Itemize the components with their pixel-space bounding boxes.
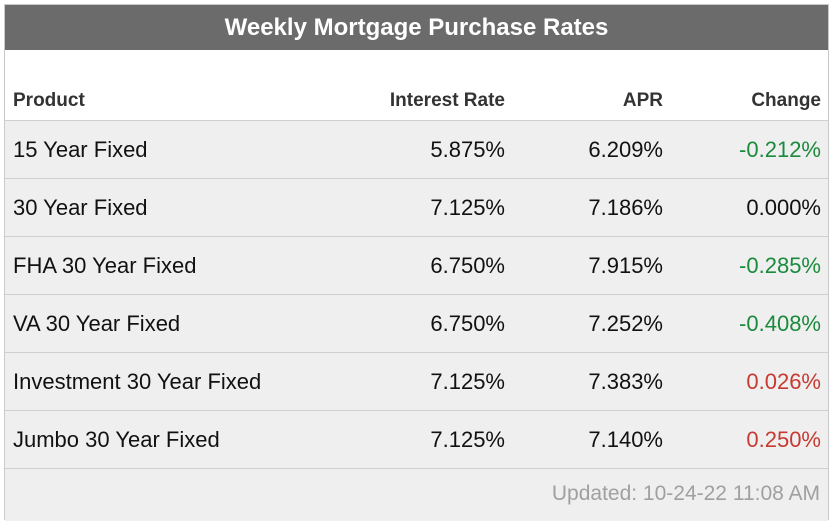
- widget-footer: Updated: 10-24-22 11:08 AM: [5, 469, 828, 521]
- table-header: Product Interest Rate APR Change: [5, 50, 828, 121]
- updated-timestamp: Updated: 10-24-22 11:08 AM: [551, 482, 820, 505]
- table-row: VA 30 Year Fixed 6.750% 7.252% -0.408%: [5, 295, 828, 353]
- apr-value: 6.209%: [588, 137, 663, 162]
- column-header-interest-rate: Interest Rate: [389, 90, 505, 111]
- apr-value: 7.140%: [588, 427, 663, 452]
- column-header-product: Product: [13, 90, 85, 111]
- column-header-change: Change: [751, 90, 821, 111]
- table-row: 15 Year Fixed 5.875% 6.209% -0.212%: [5, 121, 828, 179]
- apr-value: 7.915%: [588, 253, 663, 278]
- product-name: FHA 30 Year Fixed: [13, 253, 197, 278]
- product-name: Investment 30 Year Fixed: [13, 369, 262, 394]
- apr-value: 7.252%: [588, 311, 663, 336]
- product-name: Jumbo 30 Year Fixed: [13, 427, 220, 452]
- apr-value: 7.186%: [588, 195, 663, 220]
- table-row: FHA 30 Year Fixed 6.750% 7.915% -0.285%: [5, 237, 828, 295]
- interest-rate-value: 5.875%: [430, 137, 505, 162]
- product-name: 30 Year Fixed: [13, 195, 148, 220]
- change-value: -0.285%: [739, 253, 821, 278]
- change-value: 0.000%: [746, 195, 821, 220]
- change-value: -0.212%: [739, 137, 821, 162]
- table-row: 30 Year Fixed 7.125% 7.186% 0.000%: [5, 179, 828, 237]
- interest-rate-value: 7.125%: [430, 427, 505, 452]
- change-value: -0.408%: [739, 311, 821, 336]
- table-row: Jumbo 30 Year Fixed 7.125% 7.140% 0.250%: [5, 411, 828, 469]
- product-name: 15 Year Fixed: [13, 137, 148, 162]
- apr-value: 7.383%: [588, 369, 663, 394]
- mortgage-rates-widget: Weekly Mortgage Purchase Rates Product I…: [4, 4, 829, 521]
- change-value: 0.026%: [746, 369, 821, 394]
- product-name: VA 30 Year Fixed: [13, 311, 181, 336]
- interest-rate-value: 7.125%: [430, 195, 505, 220]
- widget-title: Weekly Mortgage Purchase Rates: [5, 5, 828, 50]
- table-row: Investment 30 Year Fixed 7.125% 7.383% 0…: [5, 353, 828, 411]
- interest-rate-value: 7.125%: [430, 369, 505, 394]
- change-value: 0.250%: [746, 427, 821, 452]
- interest-rate-value: 6.750%: [430, 253, 505, 278]
- interest-rate-value: 6.750%: [430, 311, 505, 336]
- column-header-apr: APR: [622, 90, 663, 111]
